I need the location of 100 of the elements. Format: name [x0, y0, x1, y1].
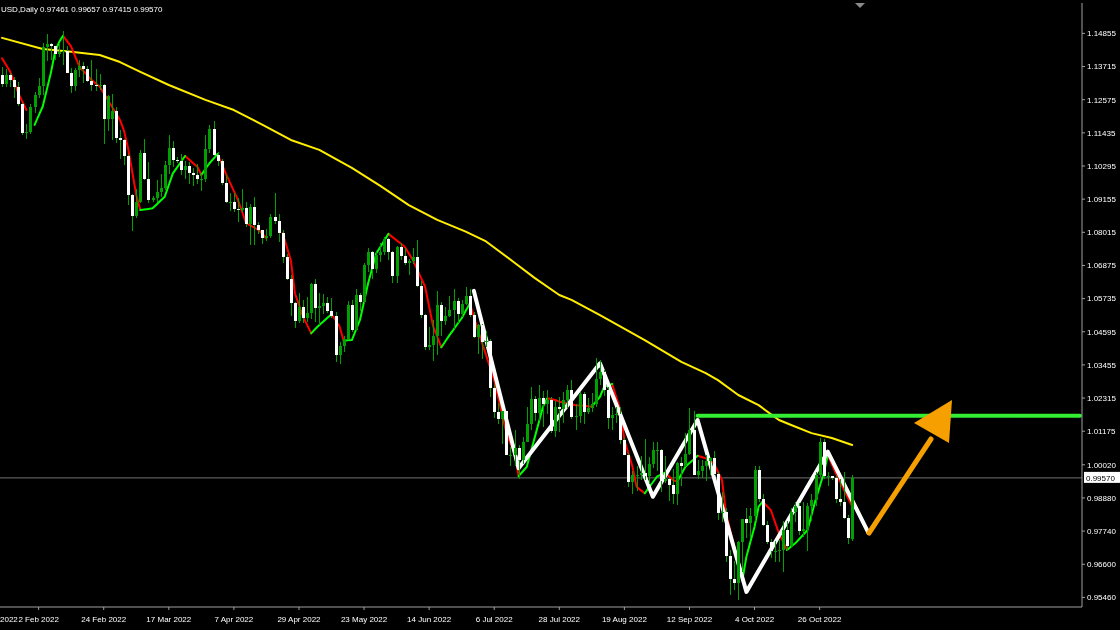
x-tick-label: 6 Jul 2022	[475, 614, 514, 624]
candlestick	[701, 459, 704, 479]
y-tick-label: 1.01175	[1087, 427, 1116, 437]
candlestick	[168, 134, 171, 175]
candlestick	[286, 253, 289, 281]
candlestick	[13, 76, 16, 99]
candlestick	[644, 438, 647, 481]
candlestick	[367, 247, 370, 273]
candlestick	[111, 93, 114, 141]
candlestick	[192, 167, 195, 187]
candlestick	[46, 33, 49, 62]
candlestick	[554, 400, 557, 438]
candlestick	[534, 395, 537, 422]
y-tick-label: 1.04595	[1087, 327, 1117, 337]
candlestick	[741, 518, 744, 573]
candlestick	[839, 478, 842, 507]
candlestick	[448, 295, 451, 318]
candlestick	[705, 454, 708, 482]
y-tick-label: 1.13715	[1087, 62, 1117, 72]
candlestick	[514, 429, 517, 467]
candlestick	[123, 138, 126, 166]
candlestick	[770, 538, 773, 559]
candlestick	[640, 455, 643, 481]
candlestick	[481, 323, 484, 360]
candlestick	[745, 507, 748, 539]
candlestick	[774, 540, 777, 563]
candlestick	[200, 173, 203, 192]
candlestick	[542, 390, 545, 428]
candlestick	[375, 251, 378, 274]
x-tick-label: 17 Mar 2022	[146, 614, 192, 624]
candlestick	[290, 274, 293, 317]
x-tick-label: 19 Aug 2022	[601, 614, 648, 624]
candlestick	[794, 501, 797, 523]
x-tick-label: 4 Oct 2022	[734, 614, 775, 624]
candlestick	[709, 456, 712, 476]
candlestick	[493, 384, 496, 419]
candlestick	[477, 323, 480, 355]
candlestick	[721, 491, 724, 522]
candlestick	[225, 174, 228, 204]
candlestick	[322, 293, 325, 315]
x-tick-label: 28 Jul 2022	[538, 614, 581, 624]
candlestick	[526, 406, 529, 443]
candlestick	[843, 471, 846, 520]
x-tick-label: 2 Feb 2022	[18, 614, 60, 624]
candlestick	[835, 475, 838, 504]
candlestick	[95, 68, 98, 92]
candlestick	[802, 501, 805, 538]
candlestick	[778, 539, 781, 563]
candlestick	[330, 297, 333, 319]
candlestick	[131, 193, 134, 232]
y-tick-label: 1.02315	[1087, 393, 1117, 403]
candlestick	[5, 68, 8, 88]
candlestick	[237, 197, 240, 223]
candlestick	[631, 470, 634, 495]
candlestick	[749, 507, 752, 539]
candlestick	[371, 250, 374, 280]
candlestick	[501, 410, 504, 445]
candlestick	[668, 477, 671, 502]
candlestick	[66, 45, 69, 74]
candlestick	[135, 188, 138, 219]
candlestick	[827, 471, 830, 487]
candlestick	[245, 201, 248, 228]
candlestick	[566, 384, 569, 409]
candlestick	[782, 520, 785, 573]
candlestick	[306, 296, 309, 323]
y-tick-label: 1.05735	[1087, 294, 1117, 304]
candlestick	[599, 359, 602, 386]
x-tick-label: 7 Apr 2022	[214, 614, 254, 624]
y-tick-label: 1.06875	[1087, 261, 1117, 271]
candlestick	[160, 173, 163, 198]
candlestick	[38, 77, 41, 99]
y-tick-label: 1.08015	[1087, 228, 1117, 238]
x-tick-label: 26 Oct 2022	[797, 614, 842, 624]
y-tick-label: 1.10295	[1087, 161, 1117, 171]
candlestick	[729, 549, 732, 596]
candlestick	[269, 213, 272, 239]
candlestick	[274, 192, 277, 225]
candlestick	[298, 292, 301, 324]
candlestick	[208, 124, 211, 154]
candlestick	[591, 392, 594, 413]
chart-title: USD,Daily 0.97461 0.99657 0.97415 0.99570	[1, 5, 163, 14]
candlestick	[636, 465, 639, 492]
candlestick	[473, 311, 476, 339]
candlestick	[518, 444, 521, 480]
candlestick	[810, 493, 813, 522]
y-tick-label: 0.98880	[1087, 493, 1117, 503]
candlestick	[62, 30, 65, 66]
candlestick	[229, 192, 232, 212]
candlestick	[697, 459, 700, 480]
candlestick	[196, 163, 199, 185]
candlestick	[684, 432, 687, 468]
candlestick	[440, 301, 443, 337]
text: 2022	[0, 615, 18, 624]
y-tick-label: 1.00020	[1087, 460, 1117, 470]
candlestick	[34, 91, 37, 114]
y-tick-label: 1.11435	[1087, 128, 1116, 138]
candlestick	[233, 192, 236, 213]
candlestick	[558, 396, 561, 433]
candlestick	[387, 237, 390, 261]
y-tick-label: 1.03455	[1087, 360, 1117, 370]
